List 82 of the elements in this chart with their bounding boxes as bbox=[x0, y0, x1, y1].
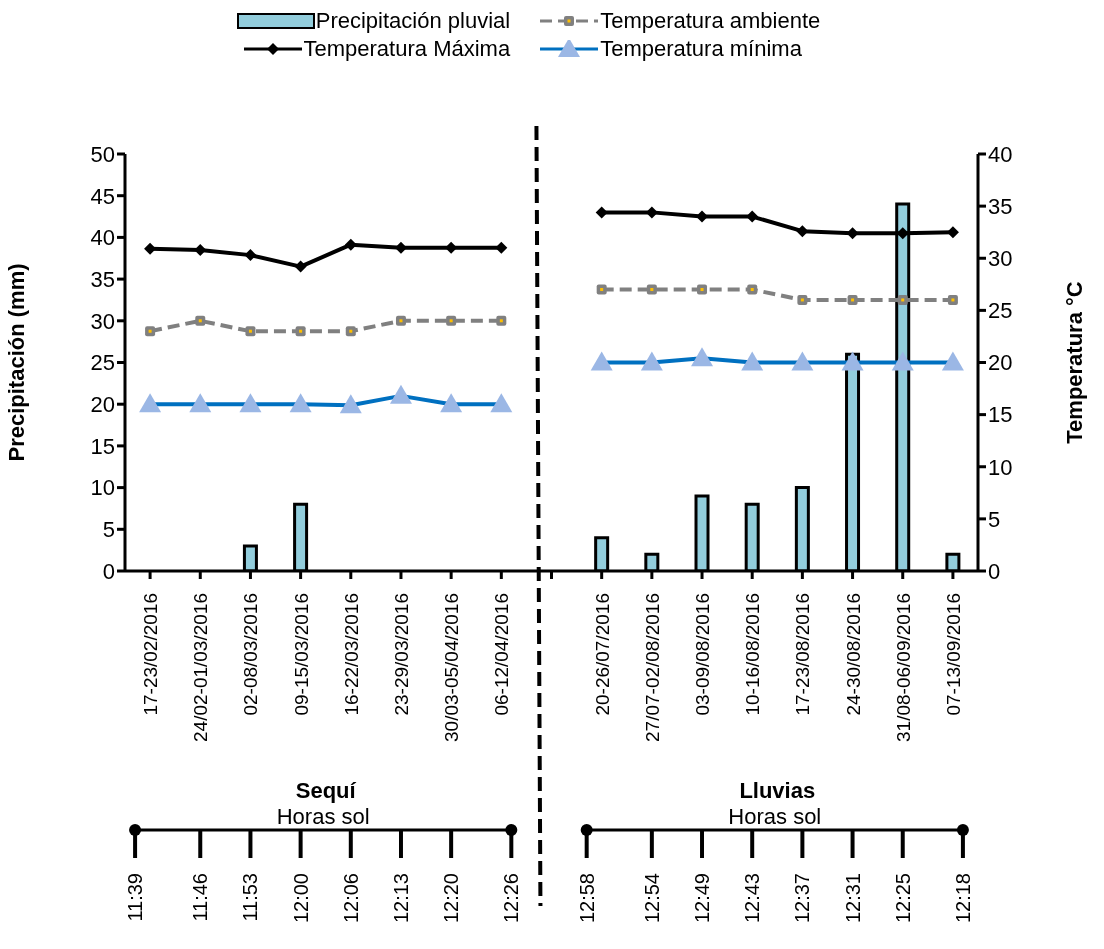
x-tick-label: 07-13/09/2016 bbox=[942, 593, 964, 716]
y-tick-label: 10 bbox=[90, 475, 115, 501]
y-tick-label: 20 bbox=[90, 392, 115, 418]
legend-label: Temperatura ambiente bbox=[600, 8, 821, 34]
legend-label: Precipitación pluvial bbox=[315, 8, 511, 34]
point bbox=[294, 260, 307, 273]
text: 12:13 bbox=[389, 873, 412, 924]
text: Lluvias bbox=[739, 778, 816, 803]
y-tick-label: 5 bbox=[102, 517, 115, 543]
text: Horas sol bbox=[728, 804, 822, 829]
point bbox=[345, 326, 356, 337]
y-tick-label: 30 bbox=[90, 308, 115, 334]
point bbox=[244, 249, 257, 262]
x-tick-label: 24-30/08/2016 bbox=[842, 593, 864, 716]
legend-label: Temperatura Máxima bbox=[303, 36, 511, 62]
point bbox=[697, 284, 708, 295]
y2-tick-label: 15 bbox=[988, 402, 1013, 428]
text: 12:54 bbox=[640, 873, 663, 924]
text: 12:26 bbox=[500, 873, 523, 924]
x-tick-label: 03-09/08/2016 bbox=[692, 593, 714, 716]
point bbox=[897, 294, 908, 305]
y-tick-label: 15 bbox=[90, 433, 115, 459]
point bbox=[797, 294, 808, 305]
point bbox=[746, 210, 759, 223]
point bbox=[145, 326, 156, 337]
y2-tick-label: 20 bbox=[988, 350, 1013, 376]
y2-tick-label: 5 bbox=[988, 506, 1001, 532]
text: 12:58 bbox=[575, 873, 598, 924]
text: 12:37 bbox=[791, 873, 814, 924]
x-tick-label: 16-22/03/2016 bbox=[340, 593, 362, 716]
y-tick-label: 25 bbox=[90, 350, 115, 376]
y2-tick-label: 30 bbox=[988, 246, 1013, 272]
x-tick-label: 30/03-05/04/2016 bbox=[441, 593, 463, 742]
point bbox=[947, 294, 958, 305]
x-tick-label: 17-23/08/2016 bbox=[792, 593, 814, 716]
point bbox=[596, 284, 607, 295]
x-tick-label: 23-29/03/2016 bbox=[390, 593, 412, 716]
text: 12:00 bbox=[289, 873, 312, 924]
y2-tick-label: 25 bbox=[988, 298, 1013, 324]
text: 12:20 bbox=[440, 873, 463, 924]
x-tick-label: 27/07-02/08/2016 bbox=[641, 593, 663, 742]
x-tick-label: 24/02-01/03/2016 bbox=[190, 593, 212, 742]
y2-axis-title: Temperatura °C bbox=[1061, 281, 1087, 444]
y-tick-label: 40 bbox=[90, 225, 115, 251]
x-tick-label: 31/08-06/09/2016 bbox=[892, 593, 914, 742]
point bbox=[747, 284, 758, 295]
text: 11:53 bbox=[239, 873, 262, 922]
text: 11:39 bbox=[124, 873, 147, 922]
y-tick-label: 35 bbox=[90, 266, 115, 292]
point bbox=[847, 294, 858, 305]
point bbox=[295, 326, 306, 337]
point bbox=[446, 315, 457, 326]
x-tick-label: 06-12/04/2016 bbox=[491, 593, 513, 716]
point bbox=[395, 315, 406, 326]
text: 12:49 bbox=[691, 873, 714, 924]
point bbox=[245, 326, 256, 337]
text: Horas sol bbox=[276, 804, 370, 829]
point bbox=[495, 241, 508, 254]
y2-tick-label: 40 bbox=[988, 141, 1013, 167]
point bbox=[496, 315, 507, 326]
y2-tick-label: 10 bbox=[988, 454, 1013, 480]
legend-label: Temperatura mínima bbox=[600, 36, 802, 62]
y2-tick-label: 35 bbox=[988, 193, 1013, 219]
x-tick-label: 10-16/08/2016 bbox=[742, 593, 764, 716]
text: 12:31 bbox=[841, 873, 864, 924]
y-tick-label: 50 bbox=[90, 141, 115, 167]
text: 11:46 bbox=[189, 873, 212, 922]
x-tick-label: 02-08/03/2016 bbox=[240, 593, 262, 716]
y-tick-label: 0 bbox=[102, 558, 115, 584]
y-tick-label: 45 bbox=[90, 183, 115, 209]
y2-tick-label: 0 bbox=[988, 558, 1001, 584]
x-tick-label: 09-15/03/2016 bbox=[290, 593, 312, 716]
text: 12:43 bbox=[741, 873, 764, 924]
text: Sequí bbox=[295, 778, 357, 803]
x-tick-label: 17-23/02/2016 bbox=[140, 593, 162, 716]
point bbox=[646, 284, 657, 295]
text: 12:25 bbox=[891, 873, 914, 924]
text: 12:06 bbox=[339, 873, 362, 924]
x-tick-label: 20-26/07/2016 bbox=[591, 593, 613, 716]
y-axis-title: Precipitación (mm) bbox=[3, 263, 29, 462]
text: 12:18 bbox=[951, 873, 974, 924]
point bbox=[195, 315, 206, 326]
